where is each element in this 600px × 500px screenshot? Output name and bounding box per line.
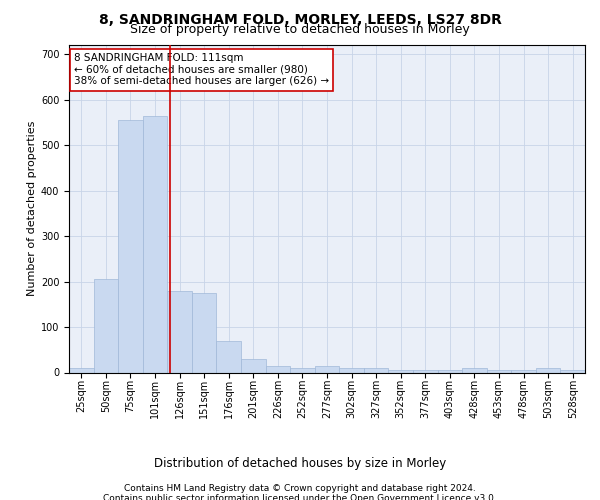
Bar	[217, 340, 241, 372]
Text: Size of property relative to detached houses in Morley: Size of property relative to detached ho…	[130, 22, 470, 36]
Bar	[388, 370, 413, 372]
Bar	[192, 293, 217, 372]
Text: Contains HM Land Registry data © Crown copyright and database right 2024.: Contains HM Land Registry data © Crown c…	[124, 484, 476, 493]
Bar	[315, 366, 339, 372]
Bar	[487, 370, 511, 372]
Bar	[560, 370, 585, 372]
Bar	[536, 368, 560, 372]
Text: Contains public sector information licensed under the Open Government Licence v3: Contains public sector information licen…	[103, 494, 497, 500]
Text: 8, SANDRINGHAM FOLD, MORLEY, LEEDS, LS27 8DR: 8, SANDRINGHAM FOLD, MORLEY, LEEDS, LS27…	[98, 12, 502, 26]
Y-axis label: Number of detached properties: Number of detached properties	[26, 121, 37, 296]
Bar	[167, 290, 192, 372]
Bar	[339, 368, 364, 372]
Bar	[266, 366, 290, 372]
Bar	[462, 368, 487, 372]
Bar	[241, 359, 266, 372]
Bar	[437, 370, 462, 372]
Bar	[143, 116, 167, 372]
Bar	[69, 368, 94, 372]
Bar	[511, 370, 536, 372]
Text: 8 SANDRINGHAM FOLD: 111sqm
← 60% of detached houses are smaller (980)
38% of sem: 8 SANDRINGHAM FOLD: 111sqm ← 60% of deta…	[74, 53, 329, 86]
Bar	[94, 280, 118, 372]
Bar	[364, 368, 388, 372]
Text: Distribution of detached houses by size in Morley: Distribution of detached houses by size …	[154, 458, 446, 470]
Bar	[413, 370, 437, 372]
Bar	[118, 120, 143, 372]
Bar	[290, 368, 315, 372]
